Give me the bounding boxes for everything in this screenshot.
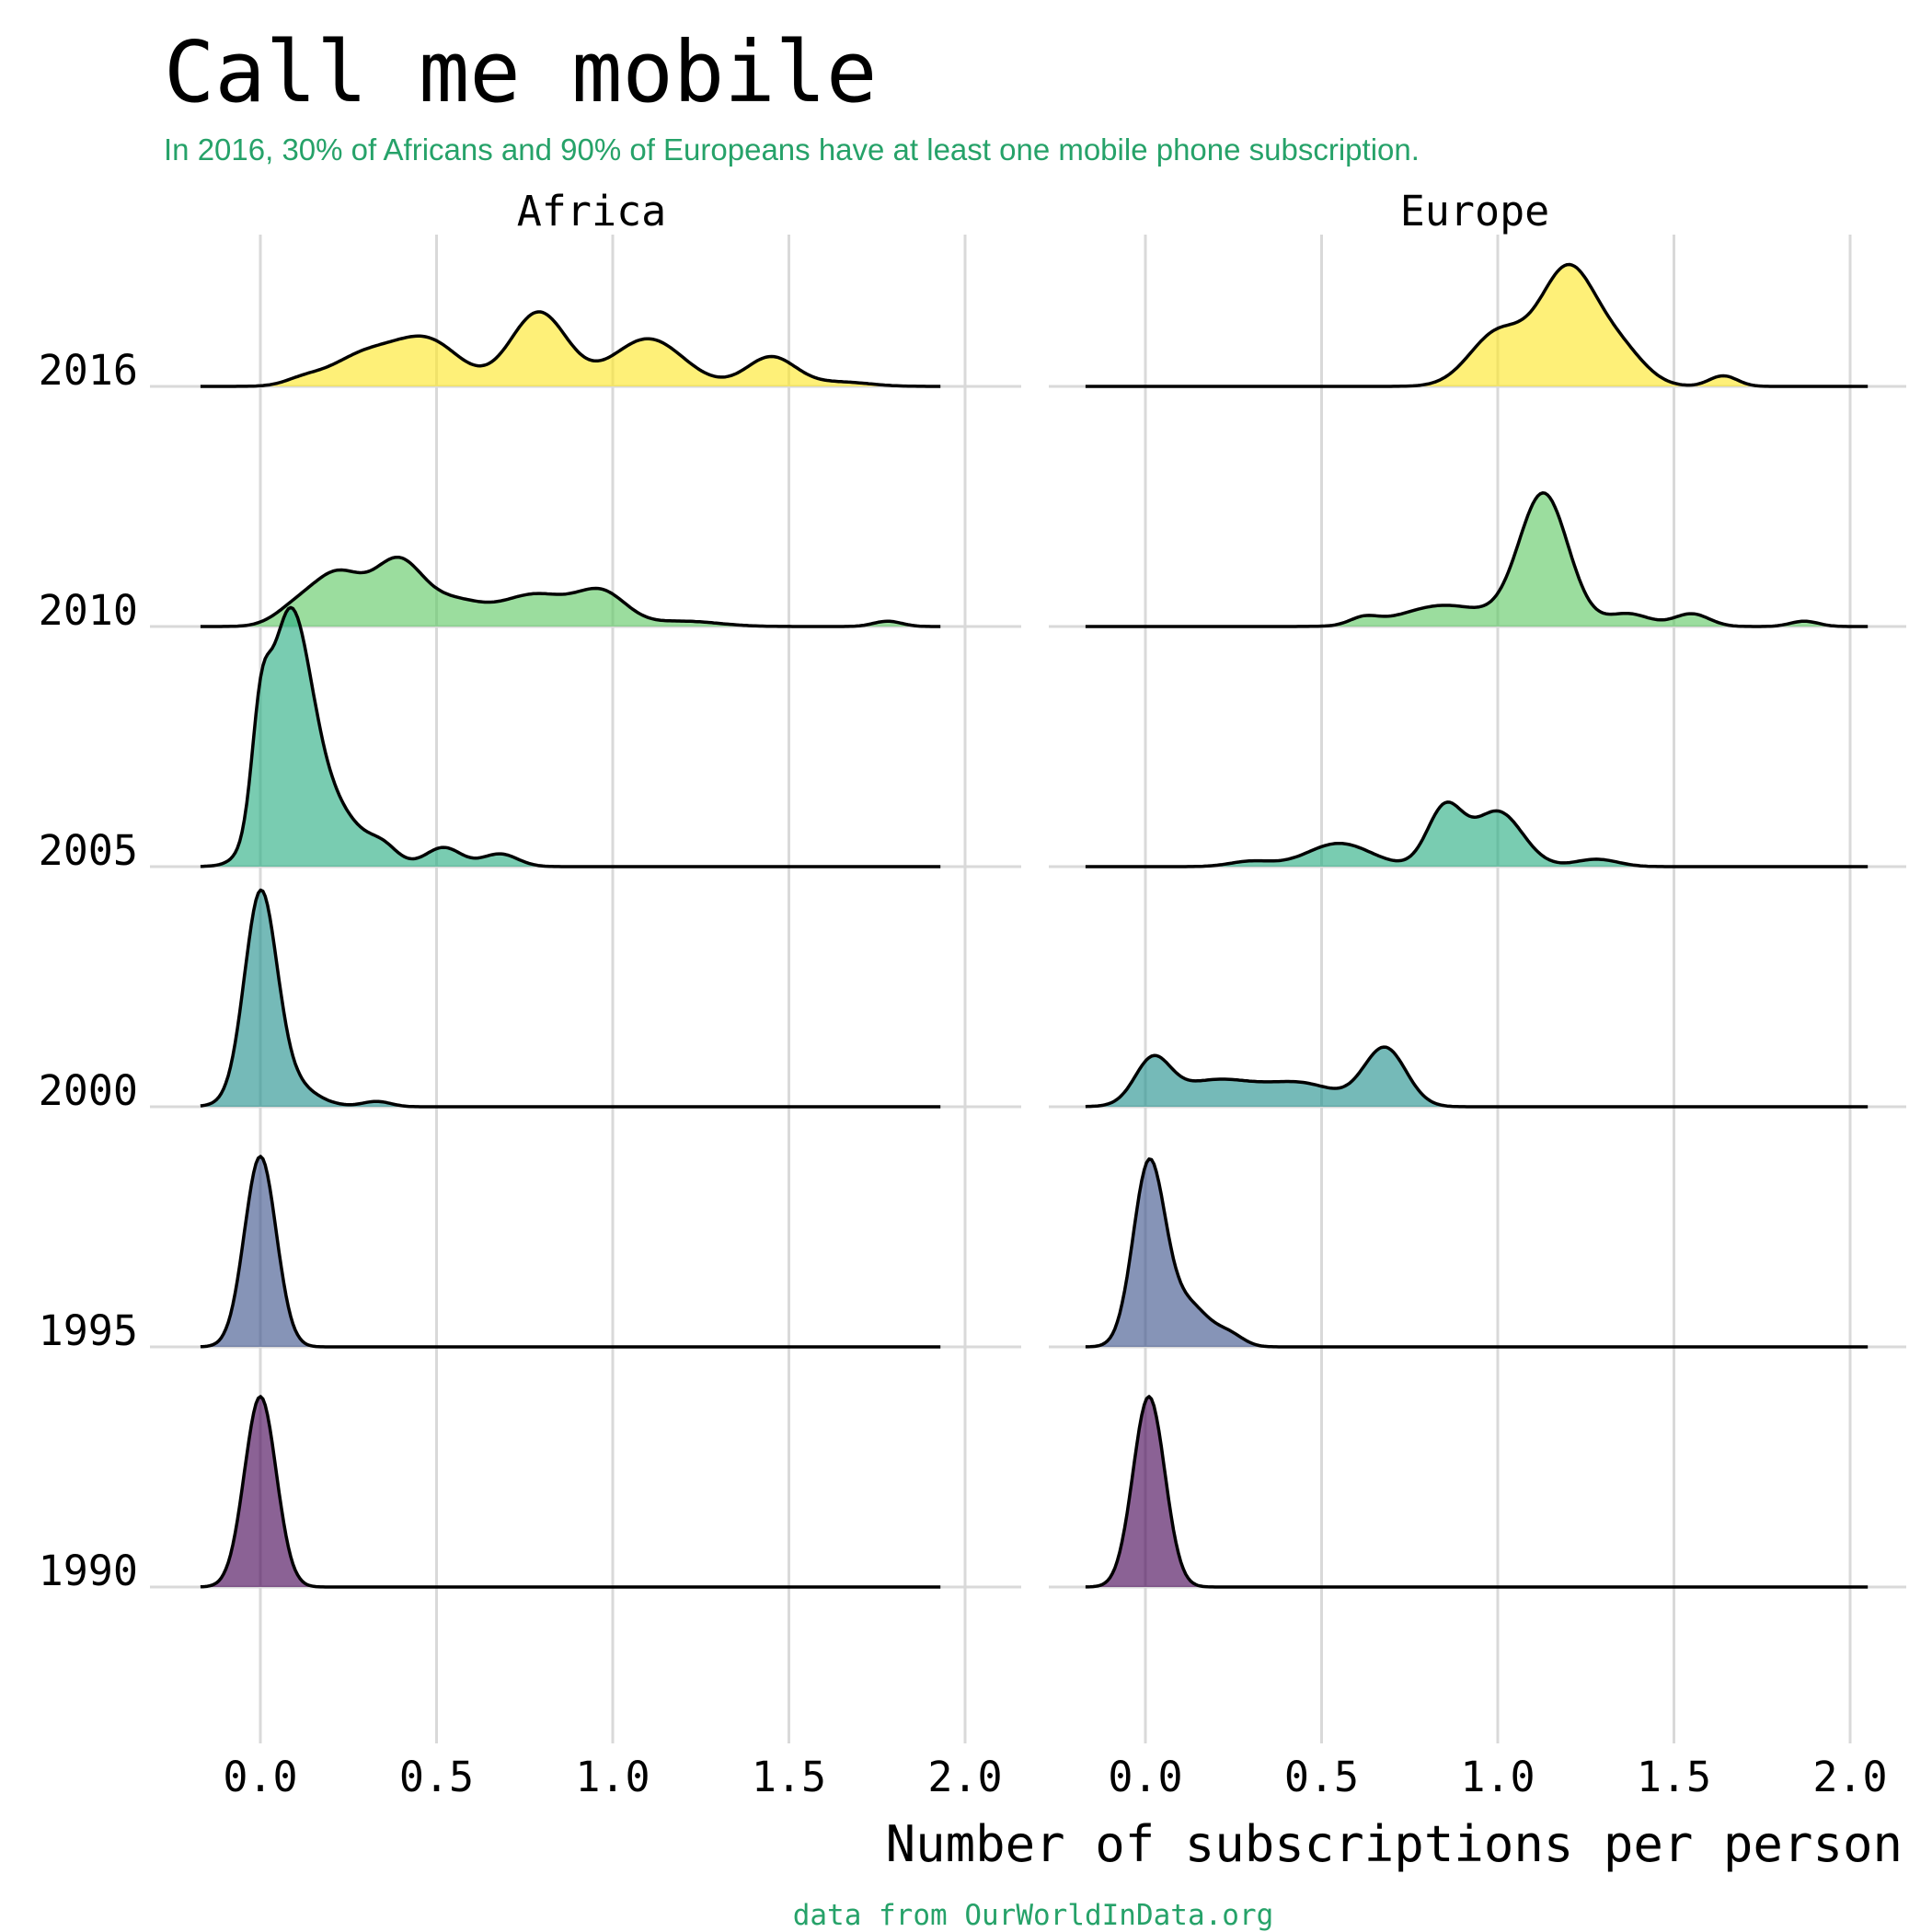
- ridge-line-africa-1995: [200, 1155, 941, 1349]
- x-tick-label-europe-4: 2.0: [1812, 1753, 1887, 1801]
- y-tick-label-2005: 2005: [39, 826, 138, 875]
- ridge-fill-africa-2016: [200, 312, 941, 386]
- ridge-line-africa-2010: [200, 555, 941, 628]
- ridge-fill-europe-2016: [1085, 264, 1869, 386]
- chart-caption: data from OurWorldInData.org: [793, 1899, 1274, 1932]
- chart-subtitle: In 2016, 30% of Africans and 90% of Euro…: [164, 132, 1420, 167]
- x-tick-label-africa-0: 0.0: [223, 1753, 297, 1801]
- y-tick-label-2010: 2010: [39, 586, 138, 635]
- x-tick-label-europe-2: 1.0: [1460, 1753, 1535, 1801]
- ridge-fill-africa-1995: [200, 1156, 941, 1347]
- ridge-line-africa-2016: [200, 310, 941, 388]
- y-tick-label-2016: 2016: [39, 346, 138, 395]
- ridge-line-africa-2005: [200, 605, 941, 868]
- y-tick-label-1990: 1990: [39, 1547, 138, 1595]
- ridge-line-africa-1990: [200, 1395, 941, 1589]
- ridge-layer: [200, 262, 1869, 1589]
- x-tick-label-europe-1: 0.5: [1284, 1753, 1359, 1801]
- x-tick-label-africa-1: 0.5: [399, 1753, 474, 1801]
- x-tick-label-europe-3: 1.5: [1637, 1753, 1711, 1801]
- ridge-fill-europe-1995: [1085, 1158, 1869, 1347]
- ridge-fill-africa-1990: [200, 1397, 941, 1587]
- ridge-fill-europe-2000: [1085, 1047, 1869, 1107]
- panel-title-europe: Europe: [1400, 187, 1550, 236]
- x-tick-label-africa-4: 2.0: [927, 1753, 1002, 1801]
- y-tick-label-1995: 1995: [39, 1306, 138, 1355]
- ridge-fill-europe-1990: [1085, 1397, 1869, 1587]
- y-tick-label-2000: 2000: [39, 1066, 138, 1115]
- ridge-line-europe-1995: [1085, 1157, 1869, 1349]
- ridge-fill-europe-2005: [1085, 801, 1869, 867]
- x-tick-label-europe-0: 0.0: [1108, 1753, 1182, 1801]
- label-layer: Call me mobile In 2016, 30% of Africans …: [39, 23, 1903, 1932]
- ridge-line-europe-2000: [1085, 1045, 1869, 1109]
- panel-title-africa: Africa: [517, 187, 667, 236]
- ridge-fill-africa-2000: [200, 890, 941, 1107]
- ridge-fill-africa-2005: [200, 607, 941, 867]
- x-tick-label-africa-3: 1.5: [752, 1753, 826, 1801]
- x-tick-label-africa-2: 1.0: [575, 1753, 650, 1801]
- ridge-line-europe-2010: [1085, 491, 1869, 628]
- x-axis-label: Number of subscriptions per person: [886, 1815, 1903, 1873]
- ridge-fill-africa-2010: [200, 557, 941, 627]
- ridge-line-europe-2016: [1085, 262, 1869, 388]
- chart-title: Call me mobile: [164, 23, 877, 121]
- ridge-line-europe-1990: [1085, 1395, 1869, 1589]
- ridge-line-europe-2005: [1085, 800, 1869, 868]
- ridge-line-africa-2000: [200, 888, 941, 1109]
- grid-layer: [150, 235, 1906, 1743]
